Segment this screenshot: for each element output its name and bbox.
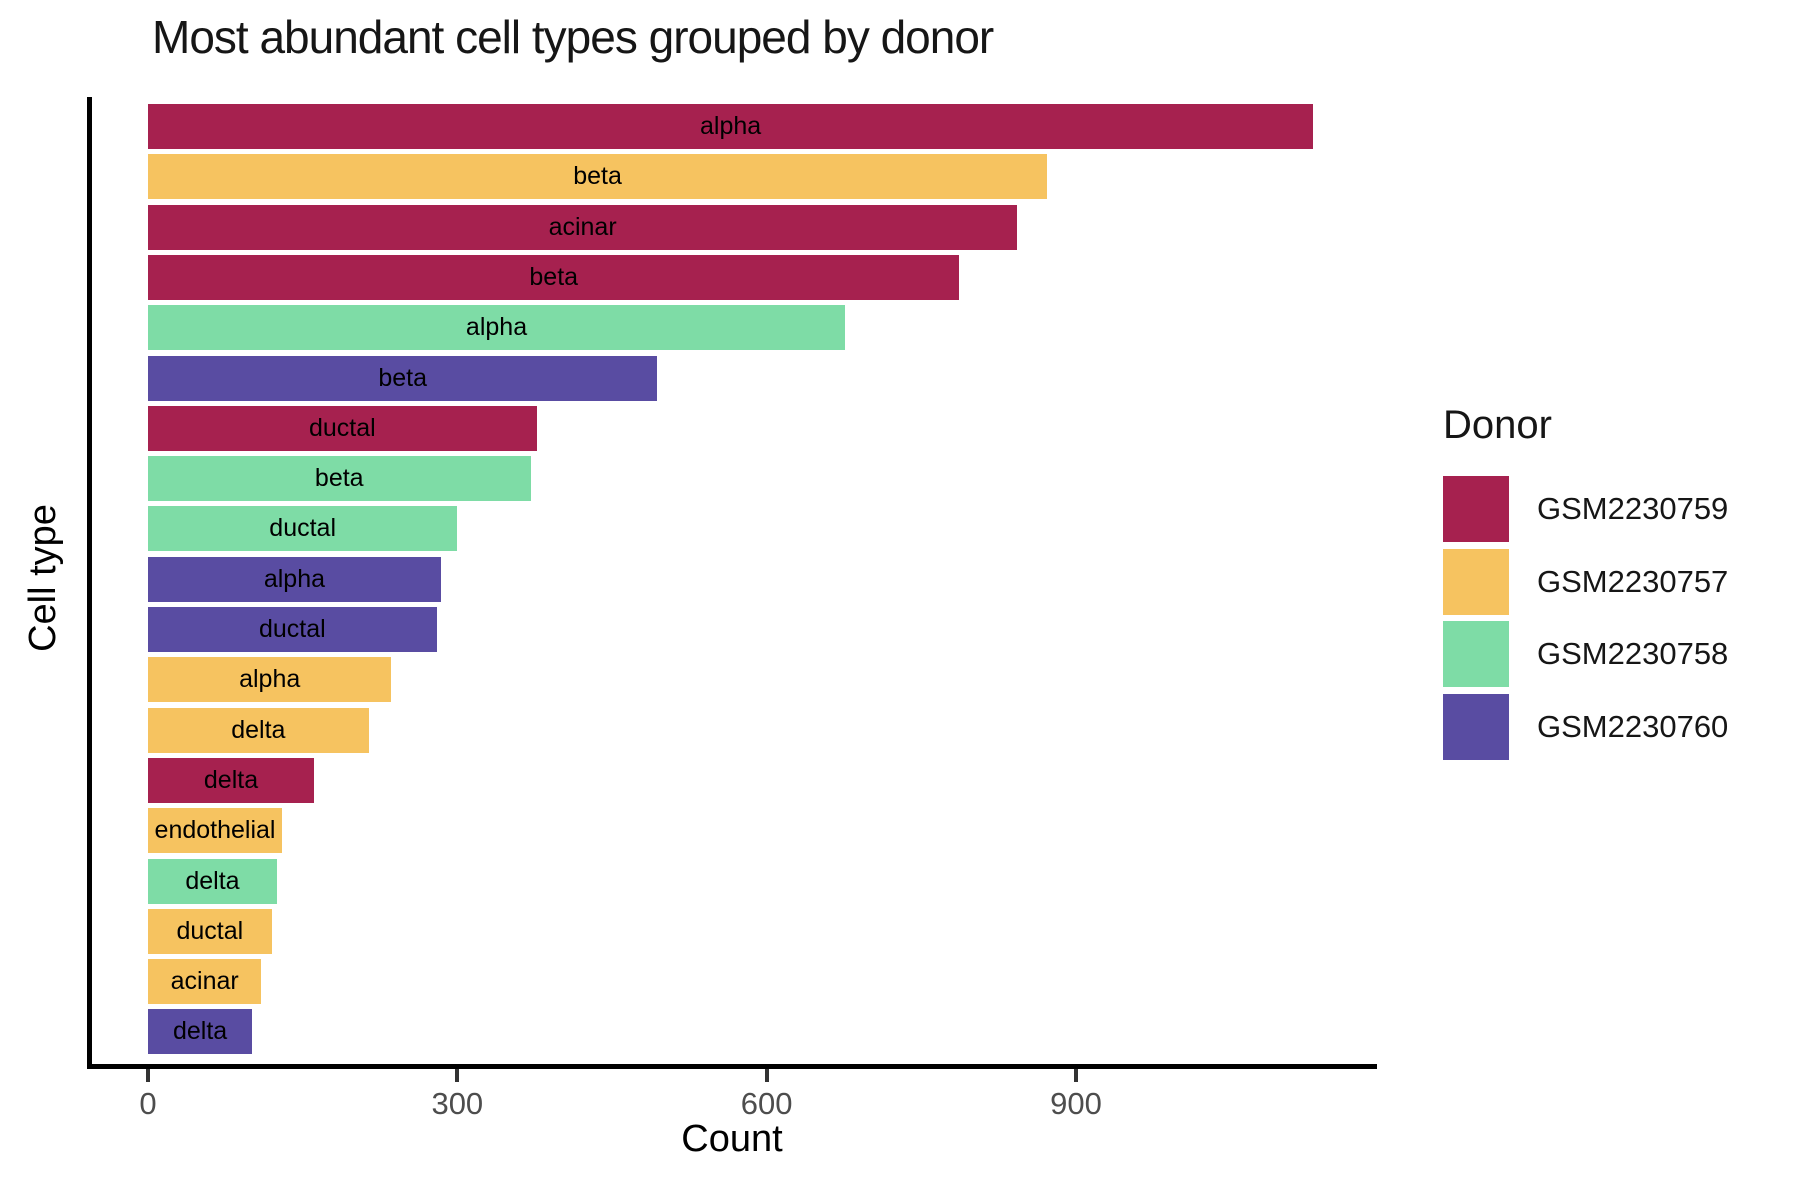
x-tick-label: 300 <box>431 1086 484 1121</box>
bar-label: ductal <box>309 413 376 442</box>
legend-title: Donor <box>1443 403 1552 447</box>
bar-label: endothelial <box>154 816 276 845</box>
chart-title: Most abundant cell types grouped by dono… <box>152 11 994 63</box>
bar: ductal <box>148 607 437 652</box>
legend-label: GSM2230759 <box>1537 491 1729 526</box>
bar: acinar <box>148 204 1018 250</box>
legend-swatch <box>1443 693 1509 760</box>
bar-label: acinar <box>548 212 617 241</box>
bar: delta <box>148 858 277 904</box>
x-tick-mark <box>455 1069 460 1082</box>
x-tick-mark <box>764 1069 769 1082</box>
bar-label: delta <box>203 765 259 794</box>
bar: alpha <box>148 305 846 351</box>
x-tick-mark <box>1074 1069 1078 1082</box>
bar: beta <box>148 154 1048 200</box>
legend-label: GSM2230760 <box>1537 708 1729 744</box>
legend-label: GSM2230758 <box>1537 636 1729 671</box>
bar-label: alpha <box>239 665 301 694</box>
legend-swatch <box>1443 621 1509 687</box>
bar: acinar <box>148 959 262 1005</box>
bar: ductal <box>148 506 458 552</box>
x-tick-label: 900 <box>1050 1086 1102 1121</box>
x-tick-label: 600 <box>740 1086 793 1121</box>
legend-label: GSM2230757 <box>1537 563 1729 599</box>
bar-label: acinar <box>170 967 239 996</box>
y-axis-line <box>87 97 92 1069</box>
bar-label: ductal <box>258 615 326 643</box>
bar-label: alpha <box>699 112 762 140</box>
bar: alpha <box>148 556 441 602</box>
bar: delta <box>148 707 369 753</box>
x-tick-label: 0 <box>139 1086 157 1121</box>
bar: endothelial <box>148 808 283 854</box>
bar: beta <box>148 355 658 401</box>
x-tick-mark <box>146 1069 150 1082</box>
bar-label: beta <box>573 162 622 191</box>
bar-label: delta <box>172 1017 228 1046</box>
bar: alpha <box>148 104 1314 149</box>
bar-label: beta <box>378 363 428 392</box>
bar-label: alpha <box>263 564 325 593</box>
bar: alpha <box>148 657 392 703</box>
x-axis-title: Count <box>681 1118 783 1160</box>
bar: delta <box>148 1009 253 1055</box>
bar-label: delta <box>185 866 240 895</box>
bar: ductal <box>148 405 537 451</box>
bar-label: ductal <box>269 514 337 543</box>
bar-label: delta <box>231 715 286 744</box>
y-axis-title: Cell type <box>22 504 64 652</box>
legend-swatch <box>1443 476 1509 542</box>
bar-label: ductal <box>176 916 244 945</box>
bar: beta <box>148 456 531 502</box>
bar: beta <box>148 254 960 300</box>
bar: ductal <box>148 908 272 954</box>
bar: delta <box>148 757 314 803</box>
bar-label: beta <box>529 262 579 291</box>
bar-label: beta <box>314 464 364 493</box>
x-axis-line <box>87 1064 1377 1069</box>
bar-label: alpha <box>465 313 528 342</box>
legend-swatch <box>1443 548 1509 615</box>
